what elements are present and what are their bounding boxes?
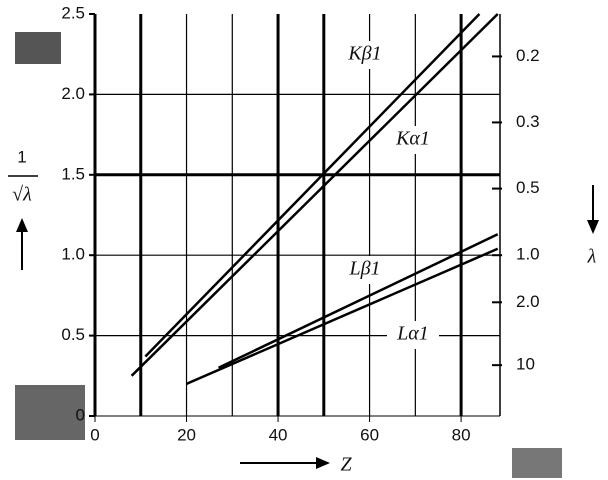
y-tick-label: 1.0 [61, 245, 85, 264]
label-bg [387, 126, 439, 154]
x-tick-label: 80 [452, 425, 471, 444]
series-label: Kα1 [395, 128, 430, 150]
series-line [218, 233, 499, 369]
y-tick-label: 0.5 [61, 325, 85, 344]
y2-label: λ [587, 246, 597, 268]
series-line [186, 247, 499, 385]
y-label-numerator: 1 [17, 147, 26, 166]
y2-tick-label: 0.3 [516, 112, 540, 131]
y-tick-label: 0 [76, 405, 85, 424]
redaction [15, 32, 61, 64]
y2-tick-label: 1.0 [516, 245, 540, 264]
series-line [130, 13, 499, 377]
series-label: Lβ1 [348, 258, 380, 280]
x-tick-label: 0 [90, 425, 99, 444]
x-tick-label: 60 [360, 425, 379, 444]
label-bg [339, 256, 391, 284]
y-tick-label: 2.0 [61, 84, 85, 103]
y2-tick-label: 0.5 [516, 178, 540, 197]
series-line [144, 13, 481, 358]
y2-tick-label: 2.0 [516, 292, 540, 311]
y-label-denominator: √λ [12, 184, 32, 206]
x-tick-label: 20 [177, 425, 196, 444]
label-bg [387, 321, 439, 349]
arrow-head [16, 218, 28, 232]
arrow-head [587, 220, 599, 234]
y-tick-label: 1.5 [61, 164, 85, 183]
redaction [15, 385, 85, 440]
label-bg [339, 41, 391, 69]
x-tick-label: 40 [269, 425, 288, 444]
y2-tick-label: 0.2 [516, 46, 540, 65]
x-label: Z [340, 454, 352, 476]
series-label: Kβ1 [347, 43, 381, 65]
series-label: Lα1 [396, 323, 429, 345]
y2-tick-label: 10 [516, 355, 535, 374]
y-tick-label: 2.5 [61, 3, 85, 22]
redaction [512, 448, 562, 478]
arrow-head [316, 457, 330, 469]
